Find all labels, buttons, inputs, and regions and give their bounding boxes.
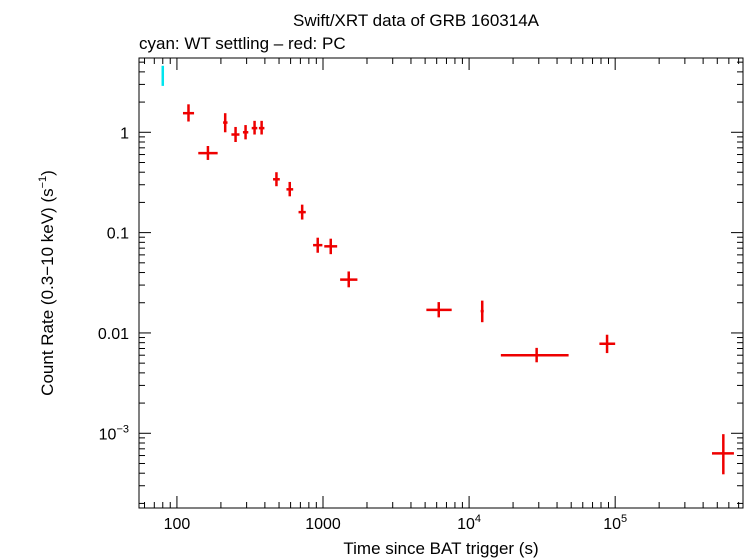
data-point [223, 113, 228, 133]
x-tick-label: 104 [457, 513, 481, 533]
data-point [258, 120, 265, 135]
data-point [711, 434, 734, 475]
x-axis-label: Time since BAT trigger (s) [343, 539, 538, 558]
x-tick-label: 1000 [305, 516, 341, 533]
data-point [242, 125, 249, 140]
data-point [198, 145, 218, 160]
plot-frame [138, 57, 744, 509]
data-point [426, 302, 452, 318]
y-axis-label-sup: −1 [37, 176, 49, 189]
y-tick-label: 0.1 [107, 226, 129, 243]
y-tick-label: 10−3 [99, 423, 129, 443]
y-axis: 1 0.1 0.01 10−3 [98, 61, 743, 504]
chart-subtitle: cyan: WT settling – red: PC [139, 34, 346, 53]
data-point [273, 172, 280, 187]
series-wt-settling [161, 65, 165, 86]
data-point [161, 65, 165, 86]
data-point [286, 181, 294, 197]
data-point [500, 347, 569, 363]
x-tick-label: 105 [603, 513, 627, 533]
data-point [251, 120, 258, 135]
y-tick-label: 0.01 [98, 326, 129, 343]
data-point [298, 204, 306, 220]
data-point [324, 238, 338, 255]
x-tick-label: 100 [164, 516, 191, 533]
x-axis: 100 1000 104 105 [144, 58, 740, 533]
chart-title: Swift/XRT data of GRB 160314A [293, 11, 540, 30]
series-pc [182, 104, 734, 475]
y-axis-label-end: ) [38, 170, 57, 176]
data-point [599, 334, 616, 354]
y-axis-label-main: Count Rate (0.3−10 keV) (s [38, 188, 57, 395]
data-point [480, 300, 484, 323]
y-axis-label: Count Rate (0.3−10 keV) (s−1) [37, 170, 57, 396]
data-point [231, 126, 240, 143]
data-points [161, 65, 734, 475]
data-point [340, 271, 358, 288]
data-point [313, 237, 323, 253]
data-point [182, 104, 195, 122]
y-tick-label: 1 [120, 125, 129, 142]
plot-area [138, 57, 744, 509]
